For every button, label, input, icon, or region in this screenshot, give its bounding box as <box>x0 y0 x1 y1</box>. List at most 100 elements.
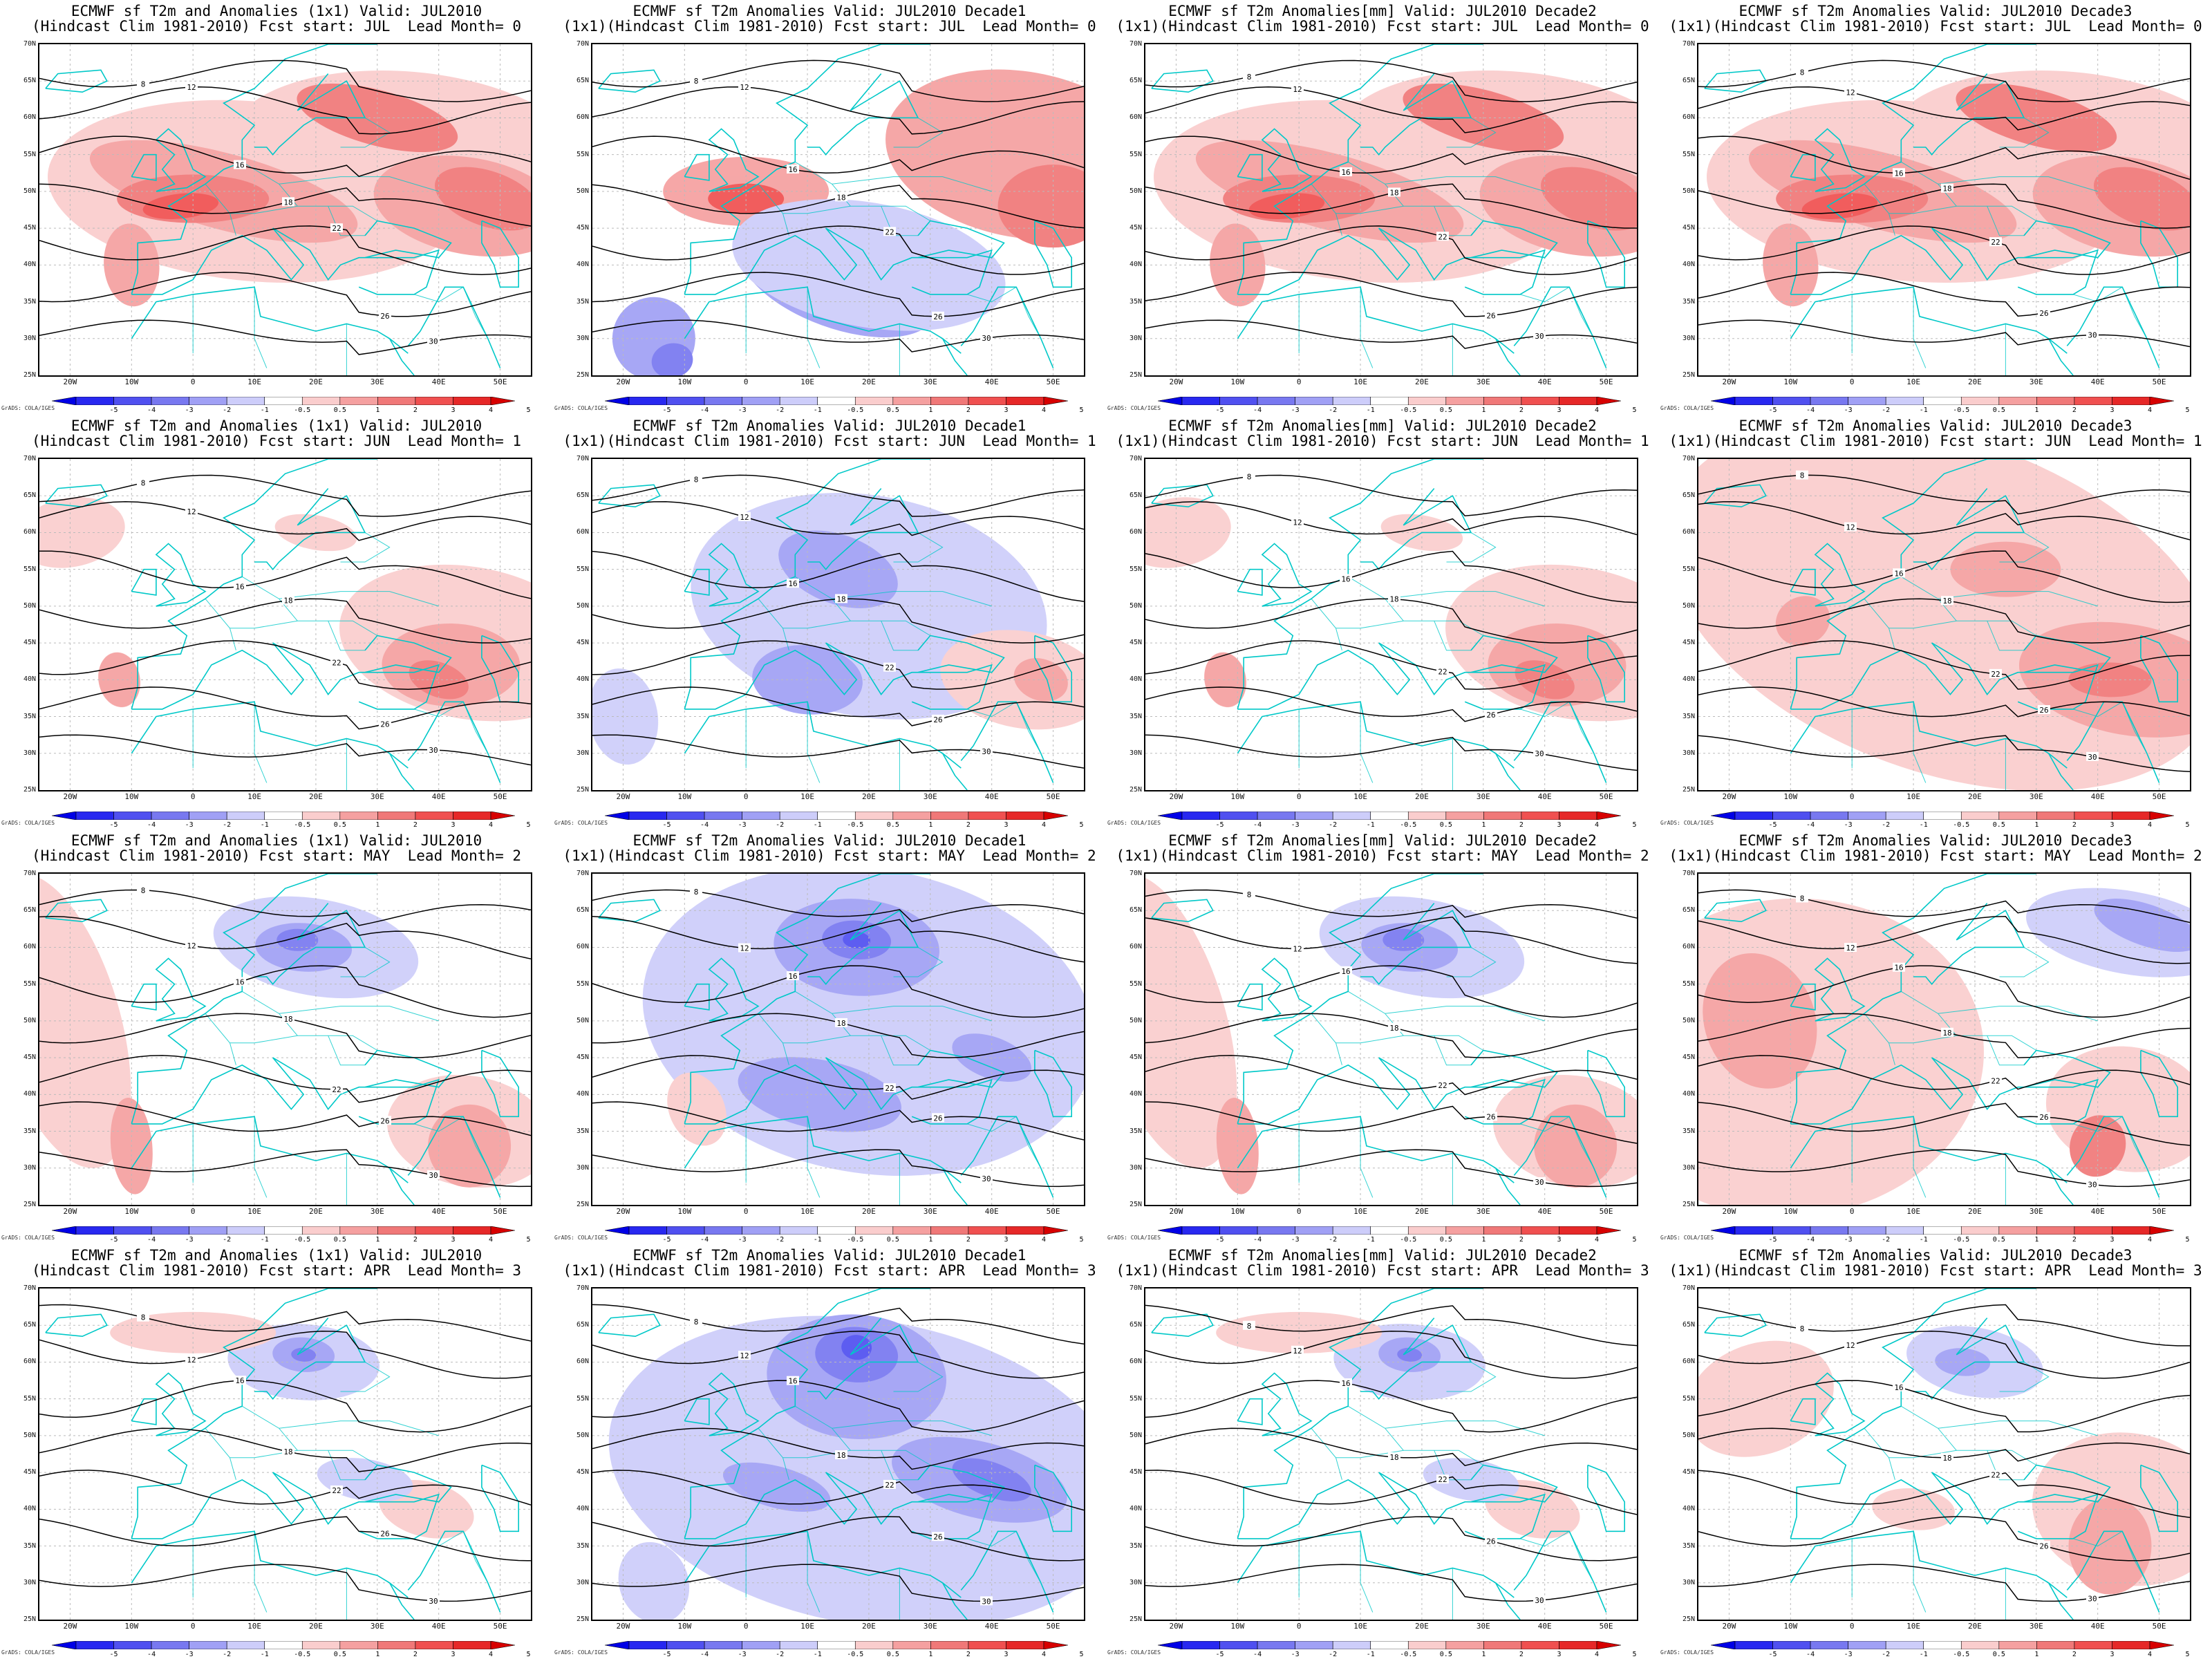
colorbar-label: 0.5 <box>333 406 346 414</box>
colorbar <box>52 812 515 820</box>
contour-line <box>1698 1564 2190 1602</box>
contour-label-bg <box>1388 1022 1400 1032</box>
contour-label: 18 <box>1389 1024 1398 1033</box>
colorbar-segment <box>189 1641 227 1649</box>
latitude-label: 40N <box>1129 675 1142 684</box>
coastline <box>684 1116 962 1183</box>
border-line <box>2072 1116 2123 1132</box>
border-line <box>1348 991 1471 1066</box>
colorbar-segment <box>1257 1641 1295 1649</box>
colorbar-arrow-right <box>490 812 515 820</box>
map-area: 8 12 16 18 22 26 30 <box>38 43 532 377</box>
latitude-label: 35N <box>1682 1541 1695 1550</box>
colorbar-segment <box>1848 1226 1886 1235</box>
contour-label-bg <box>2086 1593 2099 1603</box>
contour-label: 8 <box>141 479 146 488</box>
colorbar-arrow-right <box>1596 397 1621 405</box>
latitude-label: 50N <box>1682 601 1695 610</box>
coastline <box>1704 1313 1767 1338</box>
longitude-label: 50E <box>493 1622 507 1631</box>
colorbar-segment <box>1219 1226 1258 1235</box>
anomaly-area <box>1204 652 1246 708</box>
longitude-label: 20E <box>1968 1207 1982 1216</box>
contour-label: 18 <box>1942 1029 1951 1038</box>
latitude-label: 65N <box>1682 906 1695 915</box>
latitude-label: 60N <box>23 528 36 536</box>
contour-label-bg <box>379 719 391 729</box>
latitude-label: 35N <box>1682 297 1695 306</box>
contour-label-bg <box>1436 666 1449 676</box>
contour-label: 16 <box>1894 169 1903 178</box>
coastline <box>1237 568 1263 596</box>
contour-label-bg <box>980 333 993 343</box>
contour-line <box>592 1149 1084 1188</box>
colorbar-label: 1 <box>928 1236 933 1244</box>
anomaly-area <box>952 1458 1031 1501</box>
colorbar-segment <box>1848 1641 1886 1649</box>
colorbar-segment <box>1445 1641 1484 1649</box>
coastline <box>1470 1464 1558 1503</box>
contour-line <box>1145 1101 1637 1144</box>
colorbar-segment <box>1006 397 1044 405</box>
colorbar-segment <box>704 812 742 820</box>
contour-label: 22 <box>332 224 341 233</box>
colorbar-label: -0.5 <box>1953 1236 1970 1244</box>
colorbar-segment <box>930 1226 969 1235</box>
contour-line <box>39 550 531 599</box>
longitude-label: 10W <box>677 1622 692 1631</box>
latitude-label: 65N <box>1129 1321 1142 1329</box>
panel-title: ECMWF sf T2m and Anomalies (1x1) Valid: … <box>71 1247 482 1264</box>
colorbar-label: 5 <box>1632 1236 1637 1244</box>
latitude-label: 60N <box>576 943 589 951</box>
map-panel: ECMWF sf T2m Anomalies Valid: JUL2010 De… <box>553 0 1106 415</box>
coastline <box>1790 642 2099 710</box>
longitude-label: 20W <box>1722 377 1736 386</box>
contour-label: 12 <box>740 513 749 522</box>
colorbar-label: -0.5 <box>1400 821 1417 829</box>
map-panel: ECMWF sf T2m and Anomalies (1x1) Valid: … <box>0 830 553 1244</box>
border-line <box>1901 991 2024 1066</box>
contour-label: 12 <box>1846 88 1855 97</box>
contour-line <box>1145 889 1637 919</box>
contour-line <box>1698 272 2190 317</box>
colorbar-segment <box>1960 1226 2000 1235</box>
colorbar-label: 3 <box>1557 406 1562 414</box>
colorbar-segment <box>1772 812 1811 820</box>
coastline <box>1790 286 2068 354</box>
contour-line <box>1145 1304 1637 1347</box>
grads-credit: GrADS: COLA/IGES <box>1107 820 1161 826</box>
latitude-label: 70N <box>23 1284 36 1292</box>
colorbar-label: 4 <box>1041 1236 1047 1244</box>
contour-label: 8 <box>1800 471 1805 480</box>
longitude-label: 20E <box>1415 377 1429 386</box>
coastline <box>131 568 157 596</box>
coastline <box>598 1313 661 1338</box>
coastline <box>941 753 968 790</box>
coastline <box>1237 1398 1263 1425</box>
colorbar-label: -3 <box>1291 406 1300 414</box>
longitude-label: 40E <box>984 377 999 386</box>
coastline <box>481 1464 519 1533</box>
contour-label: 26 <box>933 312 942 321</box>
longitude-label: 50E <box>1046 792 1060 801</box>
contour-label-bg <box>690 474 702 484</box>
coastline <box>1034 220 1072 288</box>
map-panel: ECMWF sf T2m Anomalies Valid: JUL2010 De… <box>1659 0 2212 415</box>
longitude-label: 0 <box>1849 1207 1855 1216</box>
latitude-label: 45N <box>576 1053 589 1062</box>
border-line <box>2121 1116 2148 1169</box>
country-borders <box>1851 117 2148 375</box>
contour-label: 18 <box>283 1015 292 1024</box>
colorbar-segment <box>453 397 491 405</box>
colorbar-segment <box>1772 1226 1811 1235</box>
contour-label-bg <box>738 82 751 92</box>
border-line <box>279 176 439 192</box>
contour-label: 8 <box>141 1313 146 1322</box>
longitude-label: 40E <box>2090 792 2105 801</box>
colorbar <box>52 1226 515 1235</box>
coastline <box>1790 1530 2068 1598</box>
border-line <box>1987 620 2037 636</box>
colorbar-label: 1 <box>1481 1236 1486 1244</box>
contour-label: 12 <box>1846 523 1855 532</box>
coastlines <box>598 459 1072 790</box>
